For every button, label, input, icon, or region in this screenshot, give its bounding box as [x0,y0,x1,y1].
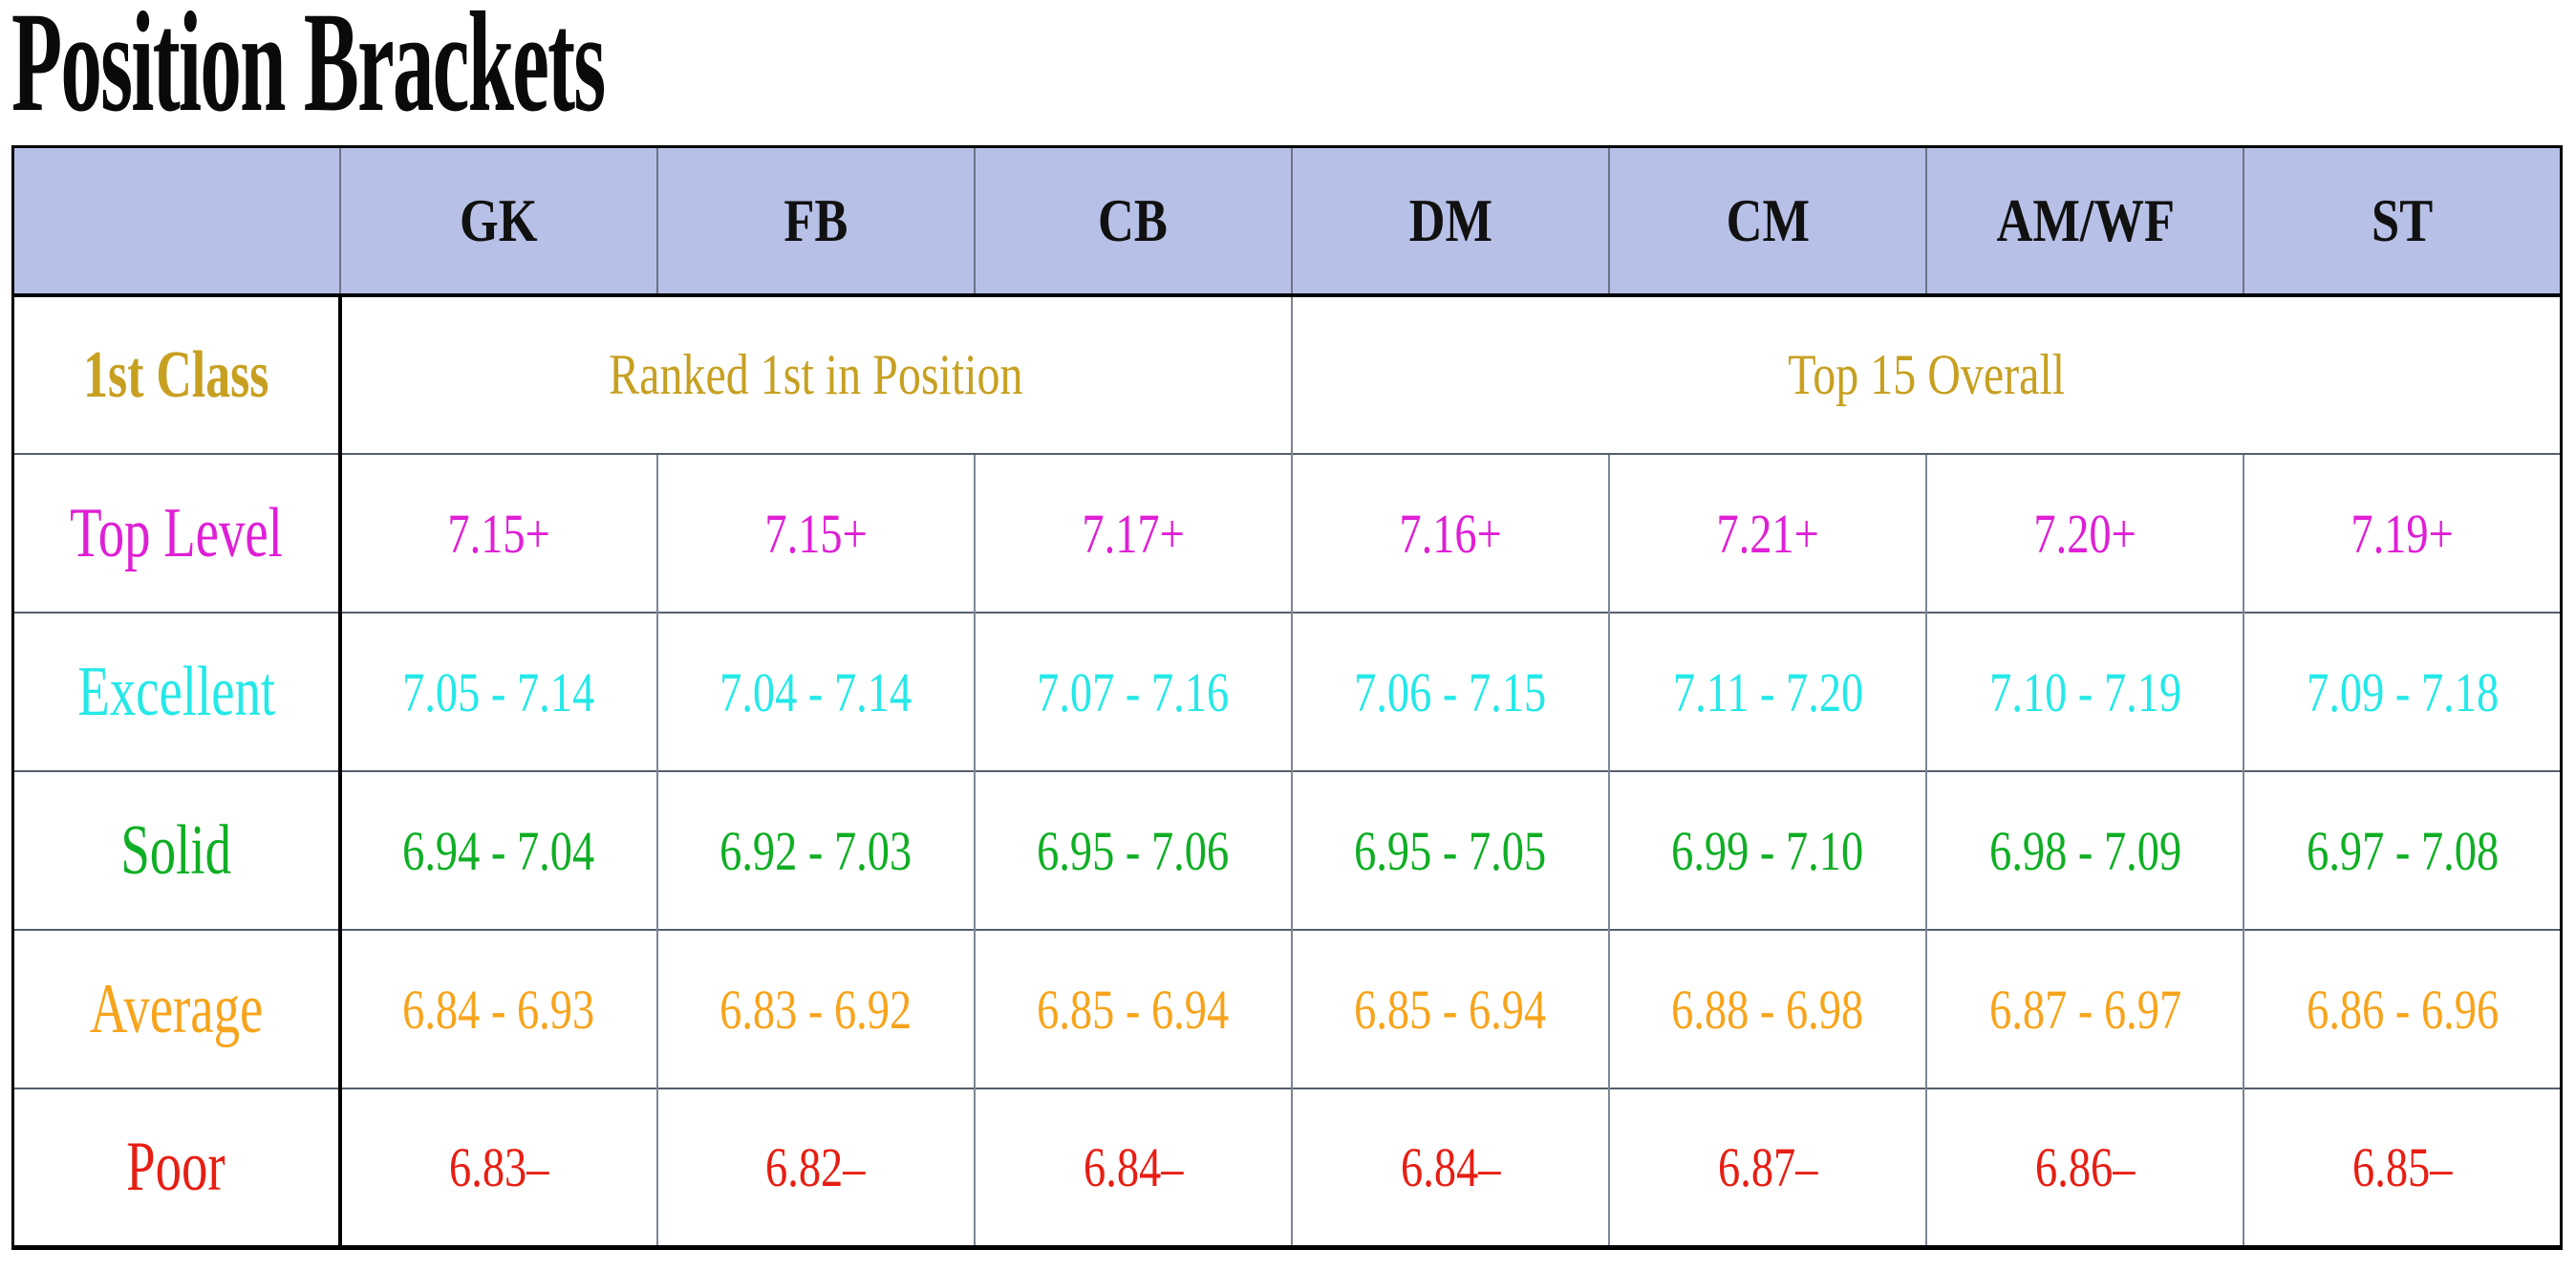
cell-top-level-dm: 7.16+ [1290,453,1610,613]
row-label-excellent: Excellent [12,612,342,771]
row-average: Average 6.84 - 6.93 6.83 - 6.92 6.85 - 6… [12,929,2562,1088]
row-label-average: Average [12,929,342,1088]
cell-solid-fb: 6.92 - 7.03 [655,770,975,930]
col-header-cb: CB [973,146,1292,297]
col-header-cm: CM [1608,146,1927,297]
cell-top-level-st: 7.19+ [2243,453,2562,613]
cell-solid-gk: 6.94 - 7.04 [338,770,657,930]
cell-excellent-amwf: 7.10 - 7.19 [1925,612,2244,771]
cell-excellent-fb: 7.04 - 7.14 [655,612,975,771]
cell-excellent-cm: 7.11 - 7.20 [1608,612,1927,771]
row-top-level: Top Level 7.15+ 7.15+ 7.17+ 7.16+ 7.21+ … [12,453,2562,613]
cell-solid-amwf: 6.98 - 7.09 [1925,770,2244,930]
cell-top-level-cm: 7.21+ [1608,453,1927,613]
cell-poor-dm: 6.84– [1290,1088,1610,1247]
corner-cell [12,146,340,297]
cell-top-level-fb: 7.15+ [655,453,975,613]
col-header-fb: FB [655,146,975,297]
cell-average-cb: 6.85 - 6.94 [973,929,1292,1088]
page-title-text: Position Brackets [11,0,606,141]
cell-average-amwf: 6.87 - 6.97 [1925,929,2244,1088]
cell-solid-st: 6.97 - 7.08 [2243,770,2562,930]
cell-average-gk: 6.84 - 6.93 [338,929,657,1088]
cell-poor-st: 6.85– [2243,1088,2562,1247]
row-label-top-level: Top Level [12,453,342,613]
cell-top-level-gk: 7.15+ [338,453,657,613]
row-excellent: Excellent 7.05 - 7.14 7.04 - 7.14 7.07 -… [12,612,2562,771]
row-label-1st-class: 1st Class [12,294,342,454]
cell-poor-cm: 6.87– [1608,1088,1927,1247]
cell-solid-cb: 6.95 - 7.06 [973,770,1292,930]
cell-poor-amwf: 6.86– [1925,1088,2244,1247]
col-header-gk: GK [338,146,657,297]
cell-solid-cm: 6.99 - 7.10 [1608,770,1927,930]
row-label-solid: Solid [12,770,342,930]
cell-poor-gk: 6.83– [338,1088,657,1247]
col-header-st: ST [2243,146,2562,297]
cell-solid-dm: 6.95 - 7.05 [1290,770,1610,930]
cell-average-fb: 6.83 - 6.92 [655,929,975,1088]
page-title: Position Brackets [11,0,2576,141]
col-header-amwf: AM/WF [1925,146,2244,297]
cell-excellent-dm: 7.06 - 7.15 [1290,612,1610,771]
position-brackets-table: GK FB CB DM CM AM/WF ST 1st Class Ranked… [11,144,2563,1250]
cell-1st-class-ranked-1st: Ranked 1st in Position [338,294,1292,454]
cell-top-level-amwf: 7.20+ [1925,453,2244,613]
cell-1st-class-top-15: Top 15 Overall [1290,294,2562,454]
row-solid: Solid 6.94 - 7.04 6.92 - 7.03 6.95 - 7.0… [12,770,2562,930]
cell-top-level-cb: 7.17+ [973,453,1292,613]
col-header-dm: DM [1290,146,1610,297]
cell-excellent-st: 7.09 - 7.18 [2243,612,2562,771]
cell-poor-cb: 6.84– [973,1088,1292,1247]
row-1st-class: 1st Class Ranked 1st in Position Top 15 … [12,294,2562,454]
cell-average-cm: 6.88 - 6.98 [1608,929,1927,1088]
row-label-poor: Poor [12,1088,342,1247]
cell-average-st: 6.86 - 6.96 [2243,929,2562,1088]
header-row: GK FB CB DM CM AM/WF ST [12,146,2562,297]
cell-excellent-gk: 7.05 - 7.14 [338,612,657,771]
cell-excellent-cb: 7.07 - 7.16 [973,612,1292,771]
cell-average-dm: 6.85 - 6.94 [1290,929,1610,1088]
cell-poor-fb: 6.82– [655,1088,975,1247]
row-poor: Poor 6.83– 6.82– 6.84– 6.84– 6.87– 6.86–… [12,1088,2562,1247]
